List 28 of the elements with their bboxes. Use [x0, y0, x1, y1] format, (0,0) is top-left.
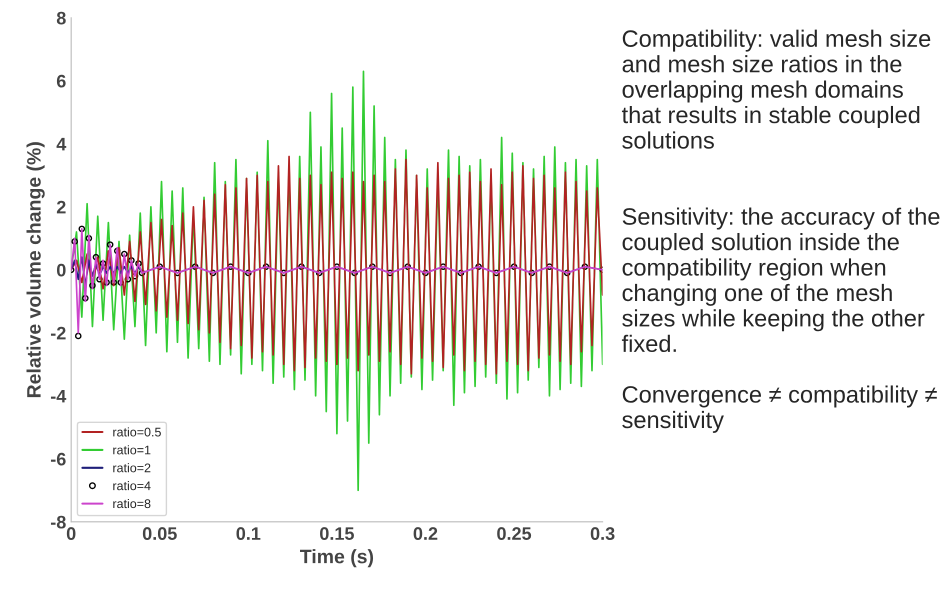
- legend-label: ratio=2: [113, 463, 150, 472]
- y-tick-label: 6: [56, 74, 66, 88]
- y-tick-label: -6: [50, 452, 66, 466]
- y-tick-label: 8: [56, 12, 66, 25]
- x-tick-label: 0.15: [320, 527, 354, 540]
- y-tick-label: -8: [50, 516, 66, 529]
- x-tick-label: 0.1: [236, 527, 260, 540]
- y-tick-label: -4: [50, 390, 66, 402]
- legend-label: ratio=4: [113, 481, 151, 490]
- line-series: [71, 156, 603, 375]
- x-axis-title: Time (s): [300, 549, 374, 568]
- legend-label: ratio=1: [113, 445, 150, 454]
- x-tick-label: 0.2: [414, 527, 438, 540]
- line-series: [71, 228, 603, 334]
- y-tick-label: 2: [56, 200, 66, 214]
- x-tick-label: 0.05: [142, 527, 177, 540]
- text: Sensitivity: the accuracy of the coupled solution inside the compatibility region when changing one of the mesh sizes while keeping the other fixed.: [622, 208, 940, 352]
- legend-label: ratio=0.5: [113, 427, 161, 437]
- x-tick-label: 0.25: [497, 527, 532, 540]
- text: Convergence ≠ compatibility ≠ sensitivity: [622, 385, 937, 433]
- text: Compatibility: valid mesh size and mesh size ratios in the overlapping mesh domains that results in stable coupled solutions: [622, 30, 930, 149]
- y-tick-label: -2: [50, 326, 66, 340]
- y-tick-label: 0: [56, 264, 66, 277]
- x-tick-label: 0: [66, 527, 76, 540]
- legend-label: ratio=8: [113, 498, 150, 508]
- x-tick-label: 0.3: [590, 527, 615, 540]
- y-axis-title: Relative volume change (%): [26, 142, 45, 398]
- y-tick-label: 4: [56, 138, 66, 150]
